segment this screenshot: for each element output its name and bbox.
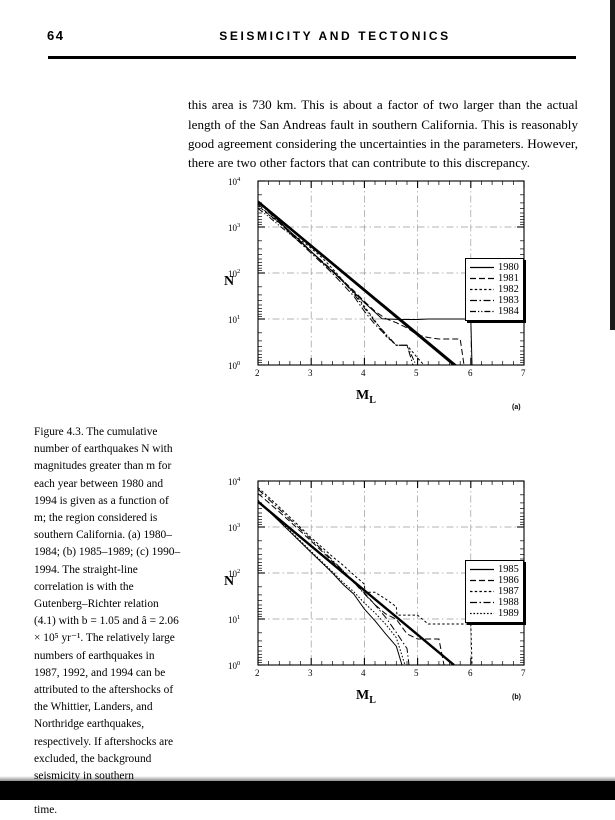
line-style-solid-icon: [469, 565, 495, 574]
line-style-dotted-icon: [469, 285, 495, 294]
chart-a-panel-label: (a): [512, 404, 521, 411]
header-rule: [48, 56, 576, 59]
line-style-dashed-icon: [469, 576, 495, 585]
chart-b-ytick-0: 100: [228, 660, 241, 671]
legend-item: 1989: [469, 608, 519, 619]
chart-a-xtick-4: 4: [361, 368, 366, 378]
scan-edge-feather: [0, 776, 615, 781]
chart-b-xtick-7: 7: [521, 668, 526, 678]
chart-b-xtick-4: 4: [361, 668, 366, 678]
chart-a-legend: 1980 1981 1982 1983 1984: [465, 258, 524, 321]
chart-b-ytick-3: 103: [228, 522, 241, 533]
chart-a-ytick-3: 103: [228, 222, 241, 233]
legend-label: 1982: [498, 283, 519, 295]
chart-a-yaxis-title: N: [224, 274, 235, 289]
legend-item: 1982: [469, 284, 519, 295]
chart-b-ytick-2: 102: [228, 568, 241, 579]
chart-b-xtick-3: 3: [308, 668, 313, 678]
chart-b-plot: [257, 480, 525, 666]
legend-label: 1986: [498, 574, 519, 586]
chart-b-xtick-6: 6: [468, 668, 473, 678]
legend-label: 1984: [498, 305, 519, 317]
legend-item: 1986: [469, 575, 519, 586]
chart-a-ytick-0: 100: [228, 360, 241, 371]
line-style-dashed-icon: [469, 274, 495, 283]
figure-b: 104 103 102 101 100 2 3 4 5 6 7 N ML (b)…: [206, 472, 596, 720]
legend-label: 1987: [498, 585, 519, 597]
legend-item: 1985: [469, 564, 519, 575]
chart-a-xtick-7: 7: [521, 368, 526, 378]
chart-b-panel-label: (b): [512, 694, 521, 701]
chart-a-xtick-2: 2: [255, 368, 260, 378]
chart-a-ytick-1: 101: [228, 314, 241, 325]
line-style-dotted-icon: [469, 587, 495, 596]
chart-a-ytick-4: 104: [228, 176, 241, 187]
chart-a-plot: [257, 180, 525, 366]
legend-item: 1987: [469, 586, 519, 597]
legend-label: 1980: [498, 261, 519, 273]
chart-b-ytick-1: 101: [228, 614, 241, 625]
legend-label: 1985: [498, 563, 519, 575]
chart-b-xtick-5: 5: [414, 668, 419, 678]
chart-b-legend: 1985 1986 1987 1988 1989: [465, 560, 524, 623]
legend-label: 1981: [498, 272, 519, 284]
line-style-dash-dot-icon: [469, 296, 495, 305]
chart-a-xtick-6: 6: [468, 368, 473, 378]
body-paragraph: this area is 730 km. This is about a fac…: [188, 97, 578, 171]
legend-item: 1988: [469, 597, 519, 608]
page-header: 64 SEISMICITY AND TECTONICS: [0, 0, 615, 70]
chart-b-ytick-4: 104: [228, 476, 241, 487]
legend-label: 1989: [498, 607, 519, 619]
chart-a-xtick-5: 5: [414, 368, 419, 378]
chart-a-xaxis-title: ML: [356, 388, 376, 406]
chart-b-xaxis-title: ML: [356, 688, 376, 706]
legend-label: 1983: [498, 294, 519, 306]
running-head: SEISMICITY AND TECTONICS: [219, 29, 451, 43]
line-style-dash-dot-icon: [469, 598, 495, 607]
line-style-solid-icon: [469, 263, 495, 272]
line-style-dash-dot-dot-icon: [469, 307, 495, 316]
legend-item: 1984: [469, 306, 519, 317]
page-number: 64: [47, 28, 65, 43]
figure-caption: Figure 4.3. The cumulative number of ear…: [34, 426, 181, 817]
figure-a: 104 103 102 101 100 2 3 4 5 6 7 N ML (a)…: [206, 172, 596, 420]
line-style-fine-dotted-icon: [469, 609, 495, 618]
legend-item: 1981: [469, 273, 519, 284]
scan-edge-bottom: [0, 781, 615, 800]
chart-b-xtick-2: 2: [255, 668, 260, 678]
legend-item: 1983: [469, 295, 519, 306]
chart-b-yaxis-title: N: [224, 574, 235, 589]
legend-item: 1980: [469, 262, 519, 273]
chart-a-xtick-3: 3: [308, 368, 313, 378]
chart-a-ytick-2: 102: [228, 268, 241, 279]
legend-label: 1988: [498, 596, 519, 608]
scan-edge-right: [610, 0, 615, 330]
